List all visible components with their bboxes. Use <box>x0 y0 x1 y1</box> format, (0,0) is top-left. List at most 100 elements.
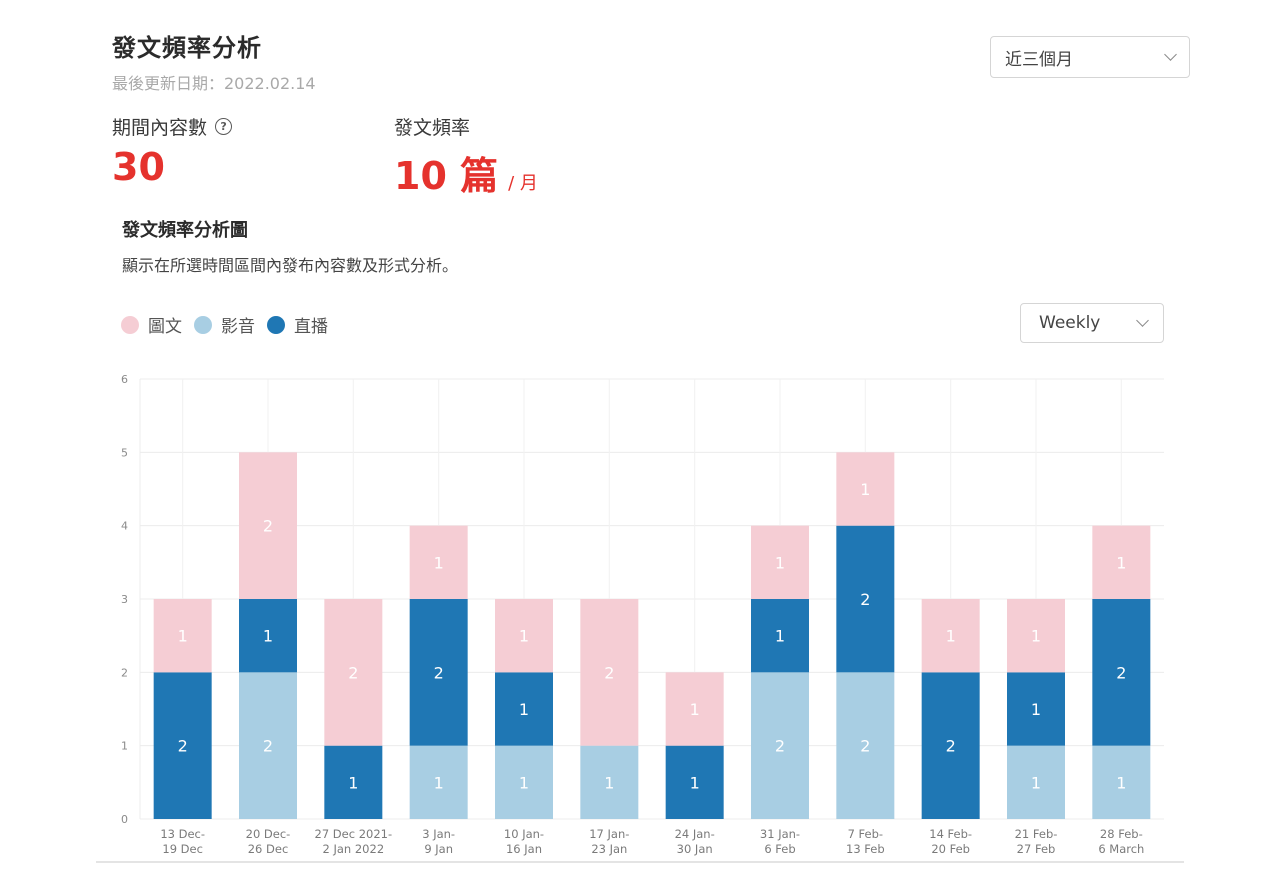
bar-data-label: 1 <box>178 627 188 646</box>
bar-segment <box>751 599 809 673</box>
y-tick-label: 5 <box>121 446 128 459</box>
x-tick-label: 30 Jan <box>677 842 713 856</box>
post-frequency-value-row: 10 篇 / 月 <box>394 145 538 200</box>
x-tick-label: 23 Jan <box>591 842 627 856</box>
bar-segment <box>1007 745 1065 819</box>
bar-segment <box>153 599 212 673</box>
legend-label-live: 直播 <box>294 317 328 337</box>
y-tick-label: 0 <box>121 813 128 826</box>
bar-data-label: 2 <box>348 663 358 682</box>
last-updated-text: 最後更新日期：2022.02.14 <box>112 74 316 93</box>
bar-data-label: 2 <box>178 737 188 756</box>
help-circle-icon[interactable]: ? <box>215 118 233 135</box>
bar-segment <box>1092 525 1151 599</box>
bar-segment <box>1007 599 1065 673</box>
bar-segment <box>153 672 212 819</box>
bar-segment <box>665 672 724 746</box>
bar-data-label: 1 <box>775 553 785 572</box>
bar-data-label: 2 <box>1116 663 1126 682</box>
bar-data-label: 1 <box>434 553 444 572</box>
bar-segment <box>1092 599 1151 746</box>
x-tick-label: 6 March <box>1098 842 1144 856</box>
x-tick-label: 31 Jan- <box>760 827 800 841</box>
bar-data-label: 1 <box>348 773 358 792</box>
legend-label-graphic: 圖文 <box>148 317 182 337</box>
legend-dot-live <box>267 315 285 334</box>
x-tick-label: 26 Dec <box>248 842 289 856</box>
x-tick-label: 6 Feb <box>764 842 795 856</box>
bar-data-label: 1 <box>604 773 614 792</box>
bar-segment <box>836 525 895 673</box>
x-tick-label: 28 Feb- <box>1100 827 1143 841</box>
bar-data-label: 2 <box>434 663 444 682</box>
bar-data-label: 2 <box>604 663 614 682</box>
bar-data-label: 2 <box>860 737 870 756</box>
range-select[interactable]: 近三個月 <box>990 36 1190 78</box>
bar-data-label: 1 <box>946 627 956 646</box>
legend-item-video[interactable]: 影音 <box>194 312 255 337</box>
legend-label-video: 影音 <box>221 317 255 337</box>
y-tick-label: 6 <box>121 373 128 386</box>
y-tick-label: 2 <box>121 666 128 679</box>
y-tick-label: 4 <box>121 520 128 533</box>
period-select-value: Weekly <box>1039 313 1101 333</box>
bar-segment <box>665 745 724 819</box>
bar-segment <box>239 672 297 819</box>
bar-data-label: 1 <box>775 627 785 646</box>
bar-segment <box>324 599 383 746</box>
bar-data-label: 2 <box>860 590 870 609</box>
x-tick-label: 24 Jan- <box>675 827 715 841</box>
bar-segment <box>324 745 383 819</box>
x-tick-label: 20 Feb <box>931 842 970 856</box>
bar-segment <box>921 599 980 673</box>
x-tick-label: 2 Jan 2022 <box>323 842 385 856</box>
x-tick-label: 13 Dec- <box>160 827 205 841</box>
x-tick-label: 19 Dec <box>162 842 203 856</box>
period-select[interactable]: Weekly <box>1020 303 1164 343</box>
x-tick-label: 14 Feb- <box>929 827 972 841</box>
bar-data-label: 1 <box>519 773 529 792</box>
bar-data-label: 2 <box>263 737 273 756</box>
y-tick-label: 3 <box>121 593 128 606</box>
bar-segment <box>921 672 980 819</box>
bar-data-label: 2 <box>263 517 273 536</box>
chart-description: 顯示在所選時間區間內發布內容數及形式分析。 <box>122 256 459 275</box>
legend-item-graphic[interactable]: 圖文 <box>121 312 182 337</box>
bar-data-label: 2 <box>775 737 785 756</box>
x-tick-label: 21 Feb- <box>1015 827 1058 841</box>
bar-data-label: 1 <box>690 773 700 792</box>
x-tick-label: 17 Jan- <box>589 827 629 841</box>
bar-segment <box>1092 745 1151 819</box>
content-count-label-row: 期間內容數 ? <box>112 113 233 140</box>
bar-segment <box>751 672 809 819</box>
content-count-label: 期間內容數 <box>112 117 208 139</box>
bar-segment <box>836 452 895 526</box>
x-tick-label: 16 Jan <box>506 842 542 856</box>
bar-segment <box>495 599 553 673</box>
x-tick-label: 9 Jan <box>424 842 453 856</box>
post-frequency-unit: / 月 <box>508 173 538 194</box>
bar-segment <box>495 745 553 819</box>
y-tick-label: 1 <box>121 740 128 753</box>
bar-segment <box>751 525 809 599</box>
x-tick-label: 10 Jan- <box>504 827 544 841</box>
bar-data-label: 2 <box>946 737 956 756</box>
bar-data-label: 1 <box>434 773 444 792</box>
legend-item-live[interactable]: 直播 <box>267 312 328 337</box>
x-tick-label: 3 Jan- <box>422 827 455 841</box>
bar-data-label: 1 <box>1116 553 1126 572</box>
range-select-value: 近三個月 <box>1005 49 1073 70</box>
bar-segment <box>495 672 553 746</box>
post-frequency-value: 10 篇 <box>394 154 499 198</box>
legend-dot-video <box>194 315 212 334</box>
bar-data-label: 1 <box>1031 773 1041 792</box>
bar-segment <box>580 599 639 746</box>
x-tick-label: 27 Dec 2021- <box>315 827 393 841</box>
bar-data-label: 1 <box>1031 627 1041 646</box>
legend-dot-graphic <box>121 315 139 334</box>
bar-data-label: 1 <box>263 627 273 646</box>
x-tick-label: 27 Feb <box>1017 842 1056 856</box>
chart-title: 發文頻率分析圖 <box>122 220 248 241</box>
